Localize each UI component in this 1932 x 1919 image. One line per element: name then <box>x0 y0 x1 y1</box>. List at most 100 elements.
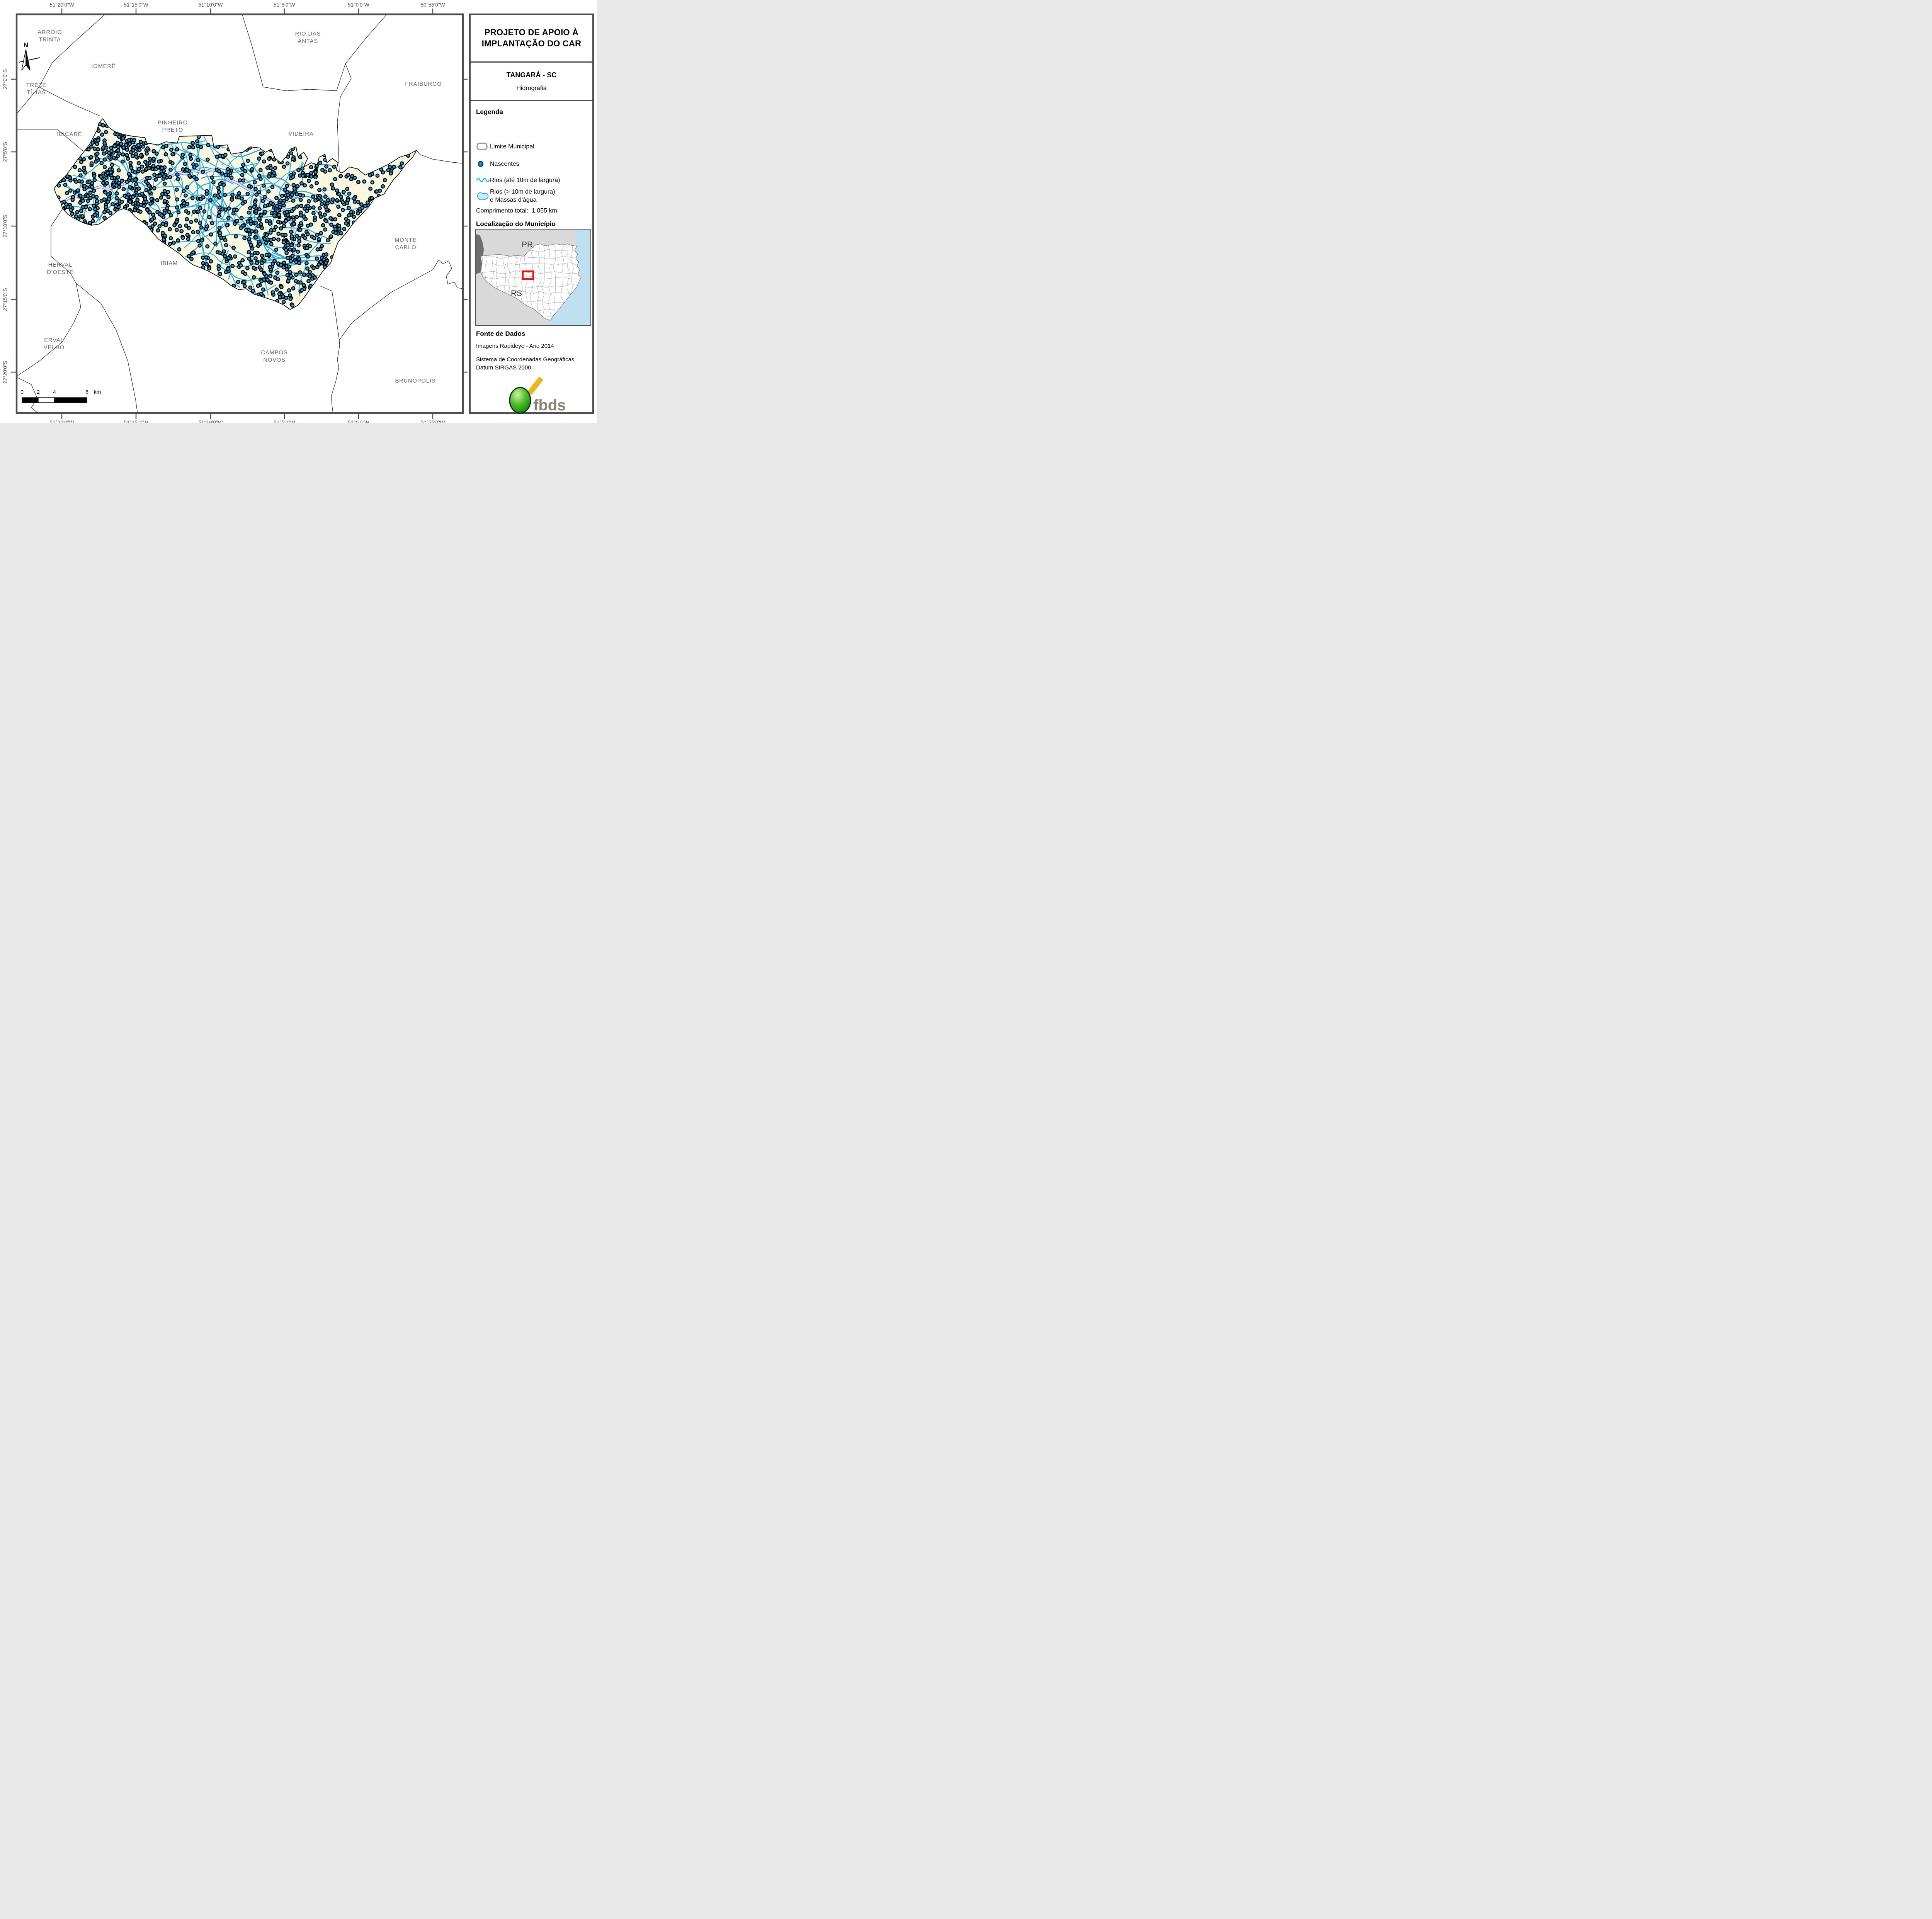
map-title: PROJETO DE APOIO À IMPLANTAÇÃO DO CAR <box>471 27 592 49</box>
municipality-label: ANTAS <box>298 38 318 44</box>
municipality-label: NOVOS <box>263 357 285 363</box>
legend-item-label: Limite Municipal <box>490 143 534 150</box>
municipality-label: RIO DAS <box>295 31 321 37</box>
massa-swatch-icon <box>477 192 489 201</box>
coordinate-label: 50°55'0"W <box>420 2 445 8</box>
map-theme: Hidrografia <box>516 85 547 92</box>
municipality-label: CARLO <box>395 245 417 251</box>
legend-item-nascente: Nascentes <box>476 157 519 170</box>
state-label: RS <box>511 289 522 298</box>
coordinate-label: 51°0'0"W <box>348 2 369 8</box>
map-frame <box>15 13 464 414</box>
state-label: PR <box>522 240 533 249</box>
municipality-label: HERVAL <box>48 262 73 268</box>
fbds-logo: fbds <box>471 376 592 419</box>
coordinate-label: 51°0'0"W <box>348 420 369 423</box>
north-arrow-icon: N <box>19 41 41 71</box>
total-length-label: Comprimento total: <box>476 208 529 214</box>
coordinate-label: 27°10'0"S <box>2 214 8 237</box>
municipality-outline <box>54 118 418 310</box>
legend-item-label: Rios (até 10m de largura) <box>490 177 560 184</box>
neighbor-boundaries <box>17 14 463 413</box>
coordinate-label: 51°5'0"W <box>274 2 295 8</box>
graticule-labels: 51°20'0"W 51°20'0"W 51°15'0"W 51°15'0"W 51°1… <box>2 2 445 423</box>
total-length: Comprimento total: 1.055 km <box>476 208 557 214</box>
coordinate-label: 27°15'0"S <box>2 288 8 311</box>
municipality-label: D'OESTE <box>47 269 73 276</box>
ocean <box>547 230 590 325</box>
municipality-label: CAMPOS <box>261 350 288 356</box>
municipality-label: IBICARÉ <box>57 131 82 138</box>
municipality-label: VIDEIRA <box>288 131 313 137</box>
coordinate-label: 51°15'0"W <box>124 2 148 8</box>
springs-layer <box>56 122 410 308</box>
coordinate-label: 27°0'0"S <box>2 69 8 89</box>
fbds-logo-graphic: fbds <box>509 376 566 414</box>
legend-item-rio: Rios (até 10m de largura) <box>476 174 560 187</box>
coordinate-label: 27°20'0"S <box>2 361 8 383</box>
data-source-line1: Imagens Rapideye - Ano 2014 <box>476 343 554 349</box>
data-source-line2: Sistema de Coordenadas Geográficas Datum… <box>476 356 588 372</box>
panel-content: Legenda Limite Municipal Nascentes Rios (a… <box>471 101 592 414</box>
data-source-header: Fonte de Dados <box>476 330 526 337</box>
municipality-label: ERVAL <box>44 337 64 344</box>
rio-swatch-icon <box>476 178 490 182</box>
svg-text:0: 0 <box>20 389 24 395</box>
municipality-label: PINHEIRO <box>158 120 188 126</box>
municipality-name: TANGARÁ - SC <box>506 71 557 79</box>
municipality-highlight <box>522 270 534 280</box>
location-inset-map: PR RS <box>475 229 591 326</box>
legend-item-label: Rios (> 10m de largura) e Massas d'água <box>490 189 555 203</box>
municipality-label: BRUNÓPOLIS <box>395 378 435 384</box>
legend-header: Legenda <box>476 108 503 116</box>
svg-text:2: 2 <box>37 389 40 395</box>
municipality-label: TÍLIAS <box>27 89 46 96</box>
coordinate-label: 50°55'0"W <box>420 420 445 423</box>
datum: Datum SIRGAS 2000 <box>476 364 531 371</box>
municipality-label: MONTE <box>395 237 417 243</box>
graticule <box>11 9 468 419</box>
gold-bar-icon <box>527 376 544 395</box>
fbds-logo-text: fbds <box>533 397 566 414</box>
legend-item-label: Nascentes <box>490 160 519 167</box>
nascente-swatch-icon <box>478 161 483 167</box>
municipality-label: TRINTA <box>39 37 61 43</box>
legend-item-limite: Limite Municipal <box>476 140 534 153</box>
limite-swatch-icon <box>476 143 488 150</box>
total-length-value: 1.055 km <box>532 208 557 214</box>
subtitle-block: TANGARÁ - SC Hidrografia <box>471 63 592 101</box>
map-title-line2: IMPLANTAÇÃO DO CAR <box>481 39 582 48</box>
coordinate-label: 51°10'0"W <box>198 420 223 423</box>
municipality-label: IOMERÊ <box>91 63 116 70</box>
svg-text:N: N <box>24 41 28 49</box>
map-title-line1: PROJETO DE APOIO À <box>484 27 579 37</box>
svg-text:4: 4 <box>53 389 56 395</box>
state-shape <box>481 244 581 320</box>
coordinate-label: 27°5'0"S <box>2 142 8 162</box>
municipality-label: PRETO <box>162 127 184 133</box>
coordinate-system: Sistema de Coordenadas Geográficas <box>476 356 575 363</box>
municipality-label: TREZE <box>26 82 47 88</box>
page: ARROIO TRINTA IOMERÊ TREZE TÍLIAS IBICARÉ PINH… <box>0 0 597 423</box>
state-outline <box>480 243 582 321</box>
coordinate-label: 51°20'0"W <box>49 420 74 423</box>
scale-bar: 0 2 4 8 km <box>20 389 101 403</box>
title-block: PROJETO DE APOIO À IMPLANTAÇÃO DO CAR <box>471 15 592 63</box>
coordinate-label: 51°5'0"W <box>274 420 295 423</box>
municipality-label: IBIAM <box>161 260 178 267</box>
location-header: Localização do Município <box>476 220 556 228</box>
green-sphere-icon <box>509 387 531 414</box>
municipality-label: ARROIO <box>37 29 62 36</box>
coordinate-label: 51°20'0"W <box>49 2 74 8</box>
coordinate-label: 51°15'0"W <box>124 420 148 423</box>
municipality-label: VELHO <box>44 345 65 351</box>
municipality-label: FRAIBURGO <box>405 81 442 87</box>
legend-item-massa: Rios (> 10m de largura) e Massas d'água <box>476 188 555 204</box>
svg-text:8: 8 <box>85 389 88 395</box>
svg-text:km: km <box>94 389 101 395</box>
coordinate-label: 51°10'0"W <box>198 2 223 8</box>
info-panel: PROJETO DE APOIO À IMPLANTAÇÃO DO CAR TA… <box>469 14 594 414</box>
